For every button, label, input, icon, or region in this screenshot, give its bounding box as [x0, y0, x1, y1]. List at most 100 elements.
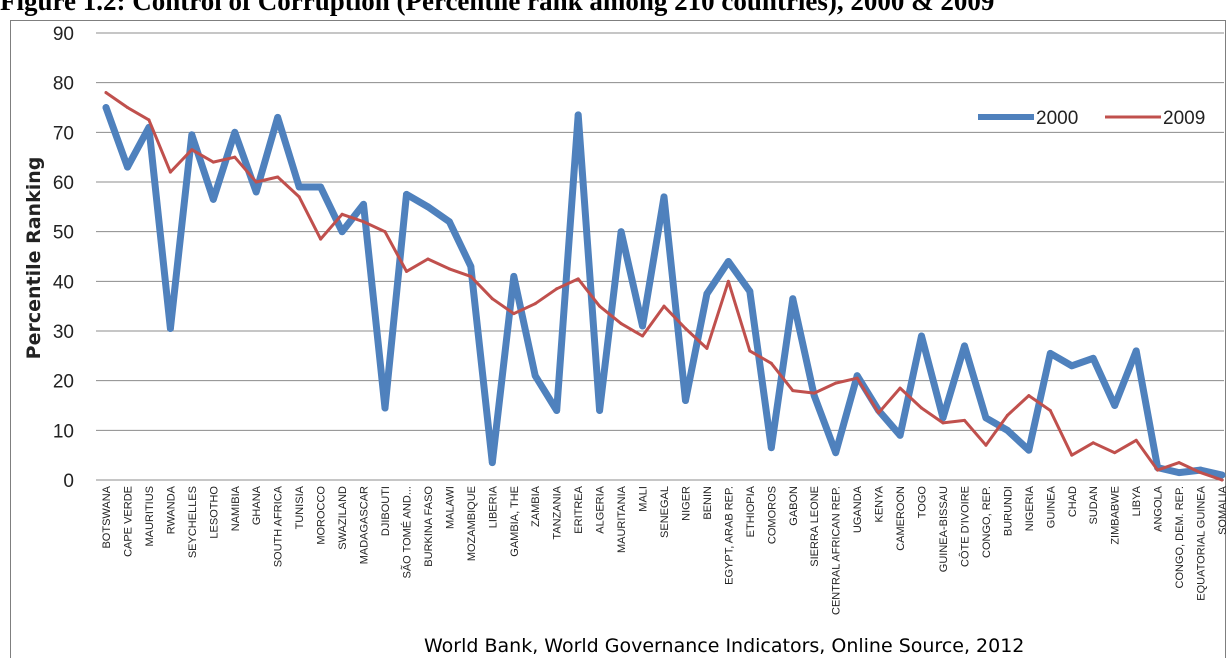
data-point-2009: [276, 175, 280, 179]
x-tick-label: TANZANIA: [552, 485, 564, 539]
data-point-2009: [769, 361, 773, 365]
legend-label-2000: 2000: [1036, 108, 1078, 129]
x-tick-label: SWAZILAND: [337, 486, 349, 550]
data-point-2009: [469, 274, 473, 278]
x-tick-label: MOROCCO: [316, 486, 328, 545]
data-point-2009: [920, 406, 924, 410]
x-tick-label: SUDAN: [1088, 486, 1100, 525]
data-point-2009: [447, 267, 451, 271]
data-point-2000: [102, 104, 110, 111]
x-tick-label: MALI: [638, 486, 650, 512]
data-point-2000: [252, 188, 260, 196]
data-point-2009: [1048, 408, 1052, 412]
data-point-2009: [598, 304, 602, 308]
data-point-2000: [488, 459, 496, 467]
x-tick-label: LESOTHO: [208, 486, 220, 539]
data-point-2000: [360, 200, 367, 208]
data-point-2009: [1113, 451, 1117, 455]
x-tick-label: CENTRAL AFRICAN REP.: [831, 486, 843, 615]
data-point-2000: [166, 325, 174, 332]
x-tick-label: UGANDA: [852, 485, 864, 533]
x-tick-label: RWANDA: [165, 485, 177, 534]
x-tick-label: SENEGAL: [659, 486, 671, 538]
x-tick-label: CAPE VERDE: [122, 486, 134, 557]
data-point-2000: [445, 218, 453, 226]
x-tick-label: CONGO, DEM. REP.: [1174, 486, 1186, 588]
x-tick-label: ZAMBIA: [530, 485, 542, 527]
x-tick-label: ETHIOPIA: [745, 485, 757, 537]
data-point-2009: [533, 302, 537, 306]
chart-frame: [10, 20, 1226, 658]
x-tick-label: MADAGASCAR: [359, 486, 371, 564]
data-point-2000: [403, 191, 410, 198]
data-point-2009: [855, 376, 859, 380]
data-point-2009: [748, 349, 752, 353]
x-tick-label: SIERRA LEONE: [809, 486, 821, 567]
x-tick-label: GABON: [788, 486, 800, 526]
data-point-2009: [1220, 478, 1224, 482]
data-point-2009: [641, 334, 645, 338]
x-tick-label: MAURITANIA: [616, 485, 628, 553]
data-point-2009: [211, 160, 215, 164]
data-point-2000: [188, 131, 196, 139]
legend: 2000 2009: [978, 108, 1205, 129]
data-point-2009: [576, 277, 580, 281]
data-point-2009: [362, 220, 366, 224]
x-tick-label: SÃO TOMÉ AND...: [400, 486, 413, 579]
x-tick-label: EQUATORIAL GUINEA: [1196, 485, 1208, 600]
data-point-2009: [168, 170, 172, 174]
data-point-2009: [104, 91, 108, 95]
y-tick-label: 20: [53, 372, 74, 393]
data-point-2000: [381, 404, 389, 412]
data-point-2000: [660, 193, 668, 201]
data-point-2000: [1003, 426, 1011, 434]
series-line-2009: [104, 91, 1224, 482]
y-tick-label: 10: [53, 421, 74, 442]
gridlines: [96, 32, 1224, 481]
data-point-2000: [467, 263, 475, 270]
x-tick-label: CÔTE D'IVOIRE: [958, 486, 971, 567]
x-tick-label: MAURITIUS: [144, 486, 156, 547]
data-point-2009: [383, 230, 387, 234]
data-point-2009: [340, 212, 344, 216]
data-point-2009: [662, 304, 666, 308]
x-tick-label: TUNISIA: [294, 485, 306, 529]
x-tick-label: NIGER: [680, 486, 692, 521]
data-point-2000: [1068, 362, 1076, 370]
data-point-2000: [1089, 354, 1097, 362]
y-tick-label: 90: [53, 24, 74, 45]
data-point-2000: [682, 397, 689, 404]
data-point-2000: [1218, 471, 1226, 479]
data-point-2000: [209, 195, 217, 203]
data-point-2000: [596, 407, 604, 414]
data-point-2009: [404, 269, 408, 273]
y-tick-label: 70: [53, 123, 74, 144]
y-tick-label: 50: [53, 223, 74, 244]
y-tick-label: 60: [53, 173, 74, 194]
x-axis-ticks: BOTSWANA CAPE VERDE MAURITIUS RWANDA SEYCHEL…: [101, 485, 1229, 615]
data-point-2009: [147, 118, 151, 122]
y-axis-ticks: 0 10 20 30 40 50 60 70 80 90: [53, 24, 74, 492]
data-point-2000: [832, 449, 840, 457]
x-tick-label: ZIMBABWE: [1110, 486, 1122, 545]
x-tick-label: NAMIBIA: [230, 485, 242, 531]
x-tick-label: KENYA: [874, 485, 886, 522]
data-point-2000: [639, 322, 646, 330]
data-point-2000: [1111, 402, 1119, 409]
y-tick-label: 40: [53, 272, 74, 293]
data-point-2009: [1177, 461, 1181, 465]
x-tick-label: NIGERIA: [1024, 485, 1036, 531]
x-tick-label: LIBYA: [1131, 485, 1143, 516]
data-point-2009: [1027, 394, 1031, 398]
x-axis-label: World Bank, World Governance Indicators,…: [424, 635, 1024, 657]
data-point-2000: [553, 407, 561, 414]
data-point-2009: [512, 312, 516, 316]
data-point-2009: [1156, 468, 1160, 472]
x-tick-label: MALAWI: [444, 486, 456, 529]
x-tick-label: DJIBOUTI: [380, 486, 392, 536]
x-tick-label: ERITREA: [573, 485, 585, 533]
data-point-2009: [1134, 438, 1138, 442]
data-point-2000: [767, 444, 775, 452]
x-tick-label: CAMEROON: [895, 486, 907, 551]
